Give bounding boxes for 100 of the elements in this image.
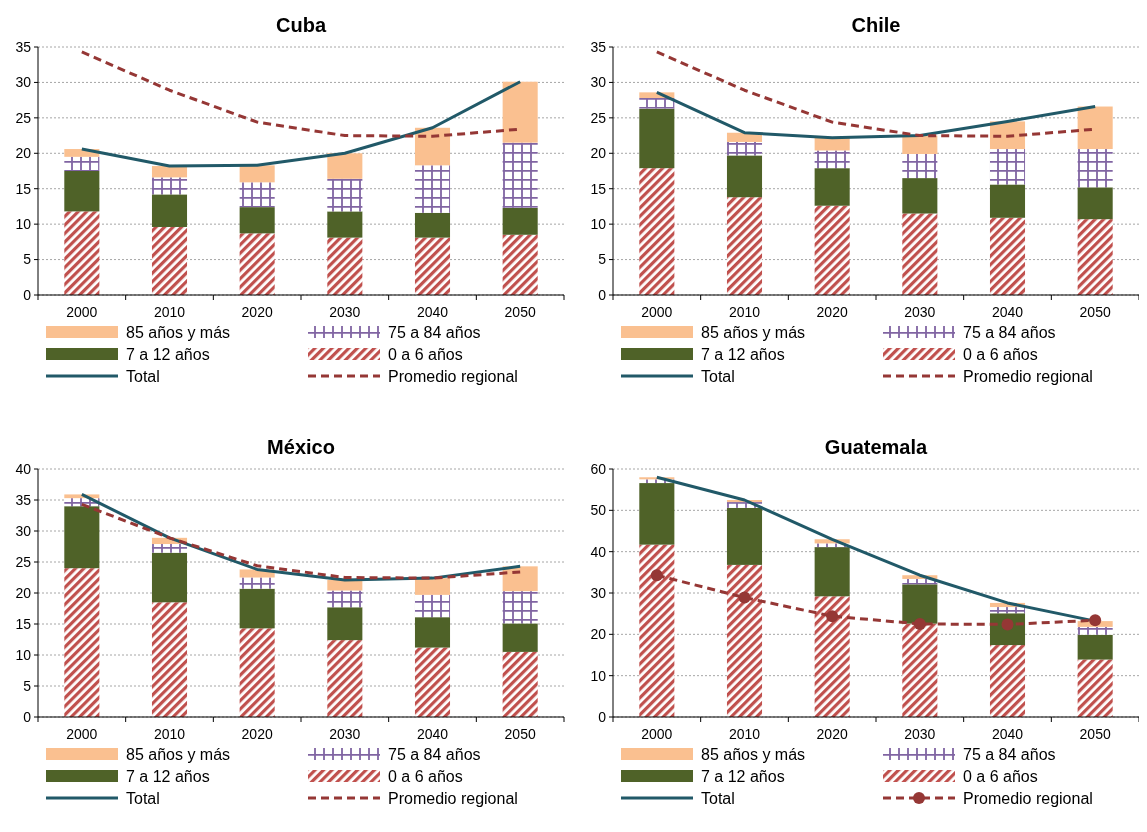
y-tick-label: 35: [15, 38, 32, 55]
bar: [239, 588, 275, 629]
bar: [502, 566, 538, 592]
y-tick-label: 20: [590, 145, 607, 162]
bar: [1077, 187, 1113, 220]
bar: [902, 584, 938, 624]
bar: [726, 507, 763, 565]
chart-title: México: [267, 436, 335, 458]
bar: [151, 177, 188, 195]
legend-label: 75 a 84 años: [388, 745, 481, 763]
legend-label: Total: [701, 789, 735, 807]
y-tick-label: 20: [15, 145, 32, 162]
bar: [327, 590, 363, 608]
y-tick-label: 5: [23, 251, 32, 268]
bar: [151, 194, 188, 227]
bar: [151, 544, 188, 553]
y-tick-label: 0: [23, 708, 32, 725]
y-tick-label: 10: [15, 216, 32, 233]
y-tick-label: 15: [15, 180, 32, 197]
chart-title: Guatemala: [824, 436, 929, 458]
bar: [414, 127, 451, 166]
bar: [64, 568, 100, 717]
y-tick-label: 30: [590, 584, 607, 601]
y-tick-label: 50: [590, 502, 607, 519]
x-tick-label: 2040: [991, 304, 1024, 320]
x-tick-label: 2030: [329, 304, 361, 320]
y-tick-label: 0: [23, 286, 32, 303]
bar: [902, 153, 938, 179]
x-tick-label: 2050: [504, 726, 536, 742]
bar: [151, 226, 188, 295]
bar: [239, 207, 275, 234]
point: [1089, 614, 1102, 627]
bar: [327, 178, 363, 212]
bar: [414, 578, 451, 595]
bar: [239, 182, 275, 208]
x-tick-label: 2000: [66, 304, 98, 320]
x-tick-label: 2020: [241, 726, 273, 742]
y-tick-label: 15: [15, 615, 32, 632]
point: [738, 591, 751, 604]
y-tick-label: 25: [590, 109, 607, 126]
y-tick-label: 30: [590, 74, 607, 91]
bar: [639, 483, 675, 545]
bar: [726, 564, 763, 717]
bar: [989, 184, 1026, 218]
bar: [64, 171, 100, 212]
legend-label: 7 a 12 años: [701, 767, 785, 785]
x-tick-label: 2010: [728, 726, 761, 742]
bar: [327, 211, 363, 238]
legend-label: 7 a 12 años: [126, 345, 210, 363]
bar: [726, 141, 763, 156]
legend-label: 7 a 12 años: [126, 767, 210, 785]
x-tick-label: 2030: [904, 304, 936, 320]
bar: [414, 212, 451, 238]
x-tick-label: 2040: [991, 726, 1024, 742]
bar: [327, 579, 363, 591]
x-tick-label: 2040: [416, 726, 449, 742]
y-tick-label: 60: [590, 460, 607, 477]
bar: [989, 217, 1026, 295]
legend-label: 0 a 6 años: [963, 345, 1038, 363]
y-tick-label: 25: [15, 553, 32, 570]
y-tick-label: 5: [598, 251, 607, 268]
y-tick-label: 0: [598, 708, 607, 725]
bar: [726, 155, 763, 198]
x-tick-label: 2040: [416, 304, 449, 320]
bar: [989, 645, 1026, 717]
bar: [502, 651, 538, 717]
legend-label: 0 a 6 años: [388, 767, 463, 785]
x-tick-label: 2030: [904, 726, 936, 742]
line-series: [655, 90, 1097, 140]
x-tick-label: 2010: [728, 304, 761, 320]
bar: [327, 153, 363, 179]
bar: [502, 623, 538, 652]
legend-label: 7 a 12 años: [701, 345, 785, 363]
bar: [64, 156, 100, 171]
bar: [814, 547, 850, 597]
x-tick-label: 2020: [816, 726, 848, 742]
x-tick-label: 2010: [153, 304, 186, 320]
point: [650, 569, 663, 582]
bar: [414, 594, 451, 618]
bar: [639, 544, 675, 717]
bar: [502, 234, 538, 295]
bar: [989, 149, 1026, 185]
bar: [902, 135, 938, 154]
legend-label: Total: [126, 367, 160, 385]
bar: [239, 165, 275, 183]
y-tick-label: 35: [590, 38, 607, 55]
legend-label: Promedio regional: [963, 789, 1093, 807]
bar: [814, 168, 850, 206]
legend-label: 0 a 6 años: [963, 767, 1038, 785]
bar: [414, 165, 451, 213]
x-tick-label: 2050: [1079, 304, 1111, 320]
legend-label: 75 a 84 años: [388, 323, 481, 341]
bar: [726, 197, 763, 295]
point: [826, 610, 839, 623]
bar: [239, 628, 275, 717]
chart-title: Cuba: [276, 14, 327, 36]
y-tick-label: 35: [15, 491, 32, 508]
y-tick-label: 30: [15, 74, 32, 91]
legend-label: 85 años y más: [126, 323, 231, 341]
legend-label: 85 años y más: [701, 745, 806, 763]
